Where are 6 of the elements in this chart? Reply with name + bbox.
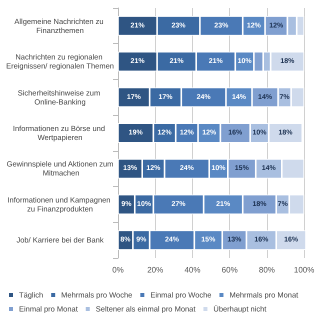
x-tick-label: 20% (147, 266, 164, 274)
x-tick-label: 0% (112, 266, 124, 274)
x-tick-label: 40% (184, 266, 200, 274)
x-tick-label: 100% (294, 266, 314, 274)
x-tick-label: 80% (258, 266, 275, 274)
x-tick-label: 60% (222, 266, 238, 274)
